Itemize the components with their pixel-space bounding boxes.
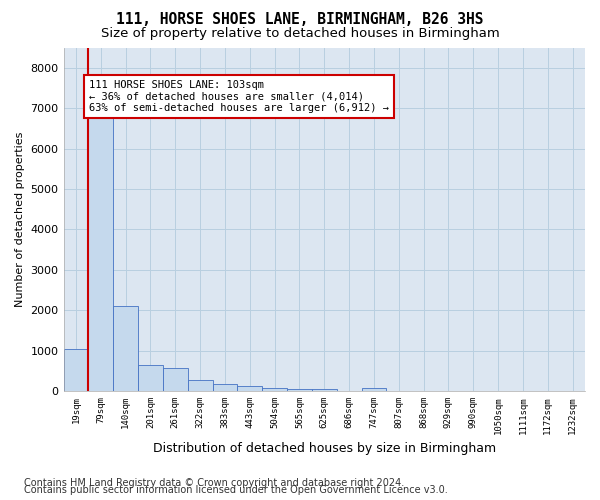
Bar (163, 368, 188, 391)
Text: Size of property relative to detached houses in Birmingham: Size of property relative to detached ho… (101, 28, 499, 40)
Text: 111 HORSE SHOES LANE: 103sqm
← 36% of detached houses are smaller (4,014)
63% of: 111 HORSE SHOES LANE: 103sqm ← 36% of de… (89, 80, 389, 113)
Bar (138, 366, 163, 391)
Bar (362, 388, 386, 391)
Text: Contains HM Land Registry data © Crown copyright and database right 2024.: Contains HM Land Registry data © Crown c… (24, 478, 404, 488)
X-axis label: Distribution of detached houses by size in Birmingham: Distribution of detached houses by size … (153, 442, 496, 455)
Bar (188, 380, 212, 391)
Bar (262, 388, 287, 391)
Bar (238, 386, 262, 391)
Text: Contains public sector information licensed under the Open Government Licence v3: Contains public sector information licen… (24, 485, 448, 495)
Bar (287, 389, 312, 391)
Bar (113, 306, 138, 391)
Bar (212, 384, 238, 391)
Y-axis label: Number of detached properties: Number of detached properties (15, 132, 25, 307)
Bar (312, 389, 337, 391)
Bar (88, 108, 113, 391)
Text: 111, HORSE SHOES LANE, BIRMINGHAM, B26 3HS: 111, HORSE SHOES LANE, BIRMINGHAM, B26 3… (116, 12, 484, 28)
Bar (64, 348, 88, 391)
